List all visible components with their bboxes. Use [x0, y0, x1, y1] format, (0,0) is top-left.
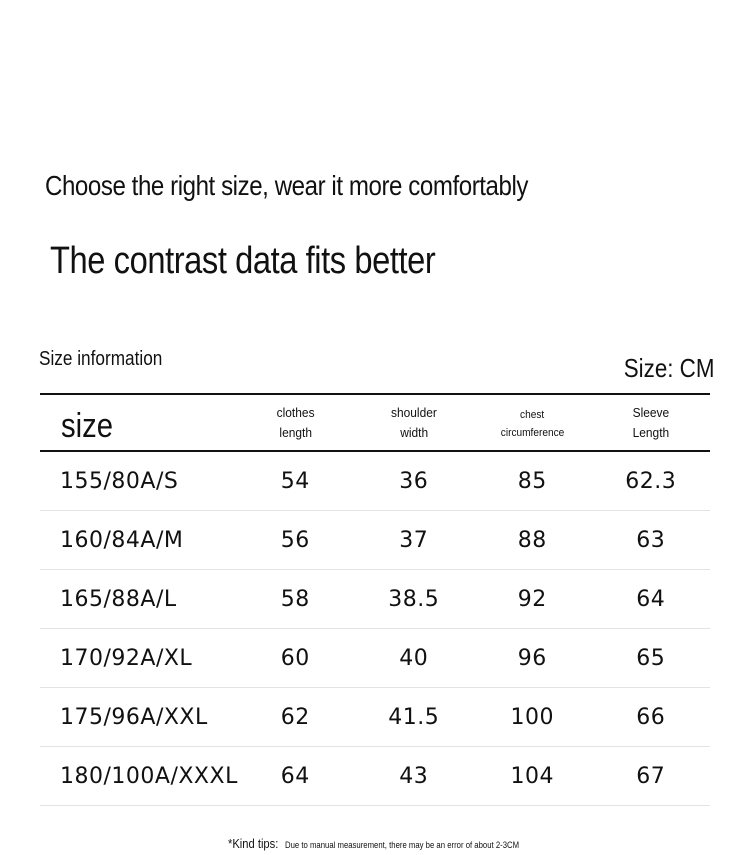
table-row: 165/88A/L 58 38.5 92 64: [40, 570, 710, 629]
row-size: 160/84A/M: [60, 527, 184, 553]
subheadline: The contrast data fits better: [50, 240, 436, 282]
header-chest-circumference: chest circumference: [473, 405, 592, 441]
header-clothes-length: clothes length: [236, 403, 355, 443]
row-shoulder-width: 38.5: [388, 586, 440, 612]
size-table: size clothes length shoulder width chest…: [40, 393, 710, 806]
table-header: size clothes length shoulder width chest…: [40, 393, 710, 452]
headline: Choose the right size, wear it more comf…: [45, 170, 529, 201]
row-size: 165/88A/L: [60, 586, 177, 612]
header-sleeve-length: Sleeve Length: [592, 403, 711, 443]
row-chest: 104: [510, 763, 554, 789]
row-sleeve: 65: [636, 645, 666, 671]
row-clothes-length: 56: [280, 527, 310, 553]
header-clothes-length-line1: clothes: [276, 404, 315, 420]
table-row: 155/80A/S 54 36 85 62.3: [40, 452, 710, 511]
header-shoulder-width-line1: shoulder: [390, 404, 437, 420]
header-shoulder-width: shoulder width: [355, 403, 474, 443]
size-information-label: Size information: [39, 348, 163, 370]
row-sleeve: 64: [636, 586, 666, 612]
row-chest: 88: [517, 527, 547, 553]
row-shoulder-width: 43: [399, 763, 429, 789]
row-chest: 96: [517, 645, 547, 671]
row-clothes-length: 64: [280, 763, 310, 789]
row-size: 180/100A/XXXL: [60, 763, 238, 789]
row-clothes-length: 54: [280, 468, 310, 494]
table-row: 160/84A/M 56 37 88 63: [40, 511, 710, 570]
row-chest: 100: [510, 704, 554, 730]
row-chest: 92: [517, 586, 547, 612]
table-row: 180/100A/XXXL 64 43 104 67: [40, 747, 710, 806]
row-size: 155/80A/S: [60, 468, 179, 494]
row-sleeve: 67: [636, 763, 666, 789]
kind-tips-label: *Kind tips:: [228, 836, 279, 851]
header-size-cell: size: [40, 399, 236, 446]
header-chest-line2: circumference: [500, 426, 565, 439]
header-shoulder-width-line2: width: [399, 424, 428, 440]
row-size: 170/92A/XL: [60, 645, 193, 671]
header-sleeve-line1: Sleeve: [632, 404, 670, 420]
row-size: 175/96A/XXL: [60, 704, 208, 730]
kind-tips-text: Due to manual measurement, there may be …: [284, 840, 519, 850]
row-shoulder-width: 41.5: [388, 704, 440, 730]
row-sleeve: 62.3: [625, 468, 677, 494]
row-clothes-length: 58: [280, 586, 310, 612]
row-chest: 85: [517, 468, 547, 494]
row-shoulder-width: 36: [399, 468, 429, 494]
header-size: size: [61, 407, 114, 445]
unit-label: Size: CM: [623, 353, 714, 383]
table-row: 170/92A/XL 60 40 96 65: [40, 629, 710, 688]
header-chest-line1: chest: [520, 408, 545, 421]
row-shoulder-width: 40: [399, 645, 429, 671]
row-clothes-length: 60: [280, 645, 310, 671]
row-clothes-length: 62: [280, 704, 310, 730]
header-clothes-length-line2: length: [278, 424, 312, 440]
table-row: 175/96A/XXL 62 41.5 100 66: [40, 688, 710, 747]
row-shoulder-width: 37: [399, 527, 429, 553]
row-sleeve: 66: [636, 704, 666, 730]
header-sleeve-line2: Length: [632, 424, 670, 440]
row-sleeve: 63: [636, 527, 666, 553]
kind-tips: *Kind tips: Due to manual measurement, t…: [228, 836, 557, 851]
